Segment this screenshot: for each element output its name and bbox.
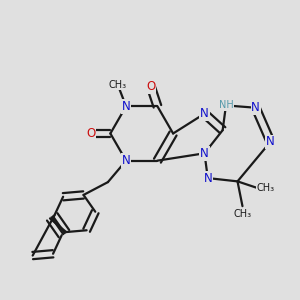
Text: N: N xyxy=(266,135,275,148)
Text: CH₃: CH₃ xyxy=(233,209,251,219)
Text: N: N xyxy=(251,101,260,114)
Text: CH₃: CH₃ xyxy=(109,80,127,90)
Text: O: O xyxy=(86,127,95,140)
Text: N: N xyxy=(200,147,209,160)
Text: N: N xyxy=(122,154,130,167)
Text: N: N xyxy=(122,100,130,113)
Text: NH: NH xyxy=(219,100,233,110)
Text: O: O xyxy=(146,80,155,93)
Text: N: N xyxy=(200,107,209,120)
Text: CH₃: CH₃ xyxy=(256,183,274,193)
Text: N: N xyxy=(203,172,212,184)
